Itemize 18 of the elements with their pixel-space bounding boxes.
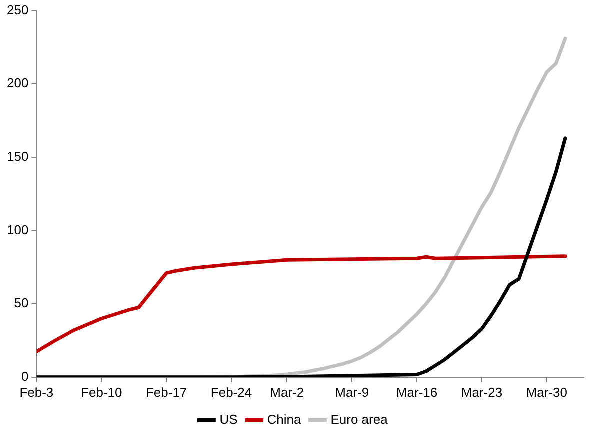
legend-label: China	[267, 412, 302, 428]
x-tick-label: Feb-3	[20, 384, 54, 400]
x-tick-label: Mar-9	[335, 384, 370, 400]
y-tick-label: 100	[6, 222, 29, 238]
x-tick-label: Feb-10	[81, 384, 122, 400]
x-tick-label: Mar-23	[461, 384, 503, 400]
x-tick-label: Feb-24	[210, 384, 252, 400]
legend-label: US	[220, 412, 238, 428]
x-tick-label: Mar-2	[270, 384, 304, 400]
legend-label: Euro area	[330, 412, 389, 428]
y-tick-label: 250	[6, 2, 29, 18]
y-tick-label: 200	[6, 76, 29, 91]
y-tick-label: 150	[6, 149, 29, 164]
x-tick-label: Mar-16	[396, 384, 438, 400]
x-tick-label: Mar-30	[526, 384, 568, 400]
y-tick-label: 0	[21, 368, 29, 384]
x-tick-label: Feb-17	[146, 384, 188, 400]
y-tick-label: 50	[14, 296, 29, 311]
